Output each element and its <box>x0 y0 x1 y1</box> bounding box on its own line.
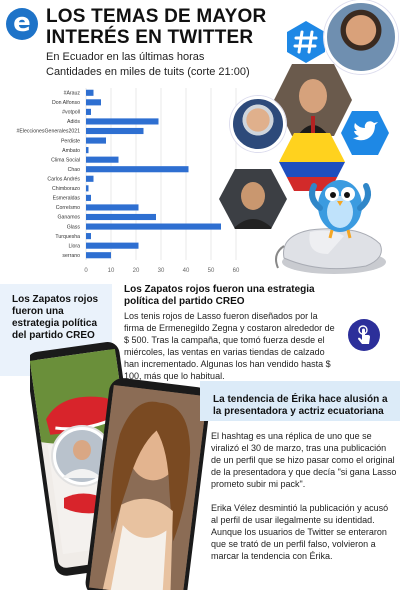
category-label: Esmeraldas <box>53 196 81 202</box>
subtitle-line-1: En Ecuador en las últimas horas <box>46 51 205 63</box>
bar <box>86 108 91 115</box>
page-title: LOS TEMAS DE MAYOR INTERÉS EN TWITTER <box>46 6 267 48</box>
x-tick-label: 30 <box>158 268 165 274</box>
x-tick-label: 60 <box>233 268 240 274</box>
bar <box>86 185 89 192</box>
category-label: Chimborazo <box>52 186 80 192</box>
category-label: Turquesha <box>55 234 80 240</box>
bar <box>86 175 94 182</box>
bar <box>86 89 94 96</box>
x-tick-label: 40 <box>183 268 190 274</box>
category-label: #votpoll <box>62 110 80 116</box>
bar <box>86 194 91 201</box>
category-label: serrano <box>62 253 80 259</box>
hand-tap-icon <box>358 325 370 344</box>
story2-paragraph-1: El hashtag es una réplica de uno que se … <box>211 431 397 489</box>
x-tick-label: 50 <box>208 268 215 274</box>
tap-interaction-button[interactable] <box>348 319 380 351</box>
page-subtitle: En Ecuador en las últimas horas Cantidad… <box>46 50 296 80</box>
category-label: Chao <box>68 167 81 173</box>
bar <box>86 213 156 221</box>
category-label: Ambato <box>62 148 80 154</box>
category-label: Carlos Andrés <box>47 176 80 182</box>
bar <box>86 252 111 259</box>
category-label: Clima Social <box>51 157 80 163</box>
politician-photo-hexagon <box>219 169 287 229</box>
trending-topics-bar-chart: 0 10 20 30 40 50 60 #Arauz Don Alfonso #votpoll Ad… <box>17 88 240 274</box>
bar <box>86 99 101 106</box>
story2-paragraph-2: Erika Vélez desmintió la publicación y a… <box>211 503 389 561</box>
candidate-photo-lasso <box>230 96 286 152</box>
story2-title-band <box>200 381 400 421</box>
subtitle-line-2: Cantidades en miles de tuits (corte 21:0… <box>46 66 250 78</box>
category-label: #Arauz <box>64 90 81 96</box>
x-tick-label: 0 <box>84 268 88 274</box>
brand-logo: e <box>6 8 38 40</box>
hashtag-icon <box>287 21 325 63</box>
bar <box>86 223 221 230</box>
bar <box>86 204 139 211</box>
x-tick-label: 10 <box>108 268 115 274</box>
category-label: Llora <box>68 243 80 249</box>
anchor-photo-hexagon <box>274 64 352 136</box>
story1-body: Los tenis rojos de Lasso fueron diseñado… <box>124 311 335 381</box>
bird-on-mouse-illustration <box>275 180 386 274</box>
category-label: Glass <box>67 224 81 230</box>
bar <box>86 156 119 163</box>
category-label: #EleccionesGenerales2021 <box>17 129 81 135</box>
category-label: Don Alfonso <box>52 100 80 106</box>
bar <box>86 137 106 144</box>
bar <box>86 242 139 249</box>
category-label: Correísmo <box>56 205 80 211</box>
story2-body: El hashtag es una réplica de uno que se … <box>211 430 397 574</box>
candidate-photo-arauz <box>324 0 398 74</box>
bar <box>86 127 144 135</box>
phone-erika-velez <box>85 378 211 590</box>
category-label: Perdiste <box>61 138 80 144</box>
story1-title: Los Zapatos rojos fueron una estrategia … <box>124 284 315 307</box>
twitter-bird-icon <box>341 111 389 155</box>
x-tick-label: 20 <box>133 268 140 274</box>
category-label: Adiós <box>67 119 80 125</box>
story2-title: La tendencia de Érika hace alusión a la … <box>213 394 388 417</box>
bar <box>86 147 89 154</box>
bar <box>86 233 91 240</box>
category-label: Ganamos <box>58 215 81 221</box>
bar <box>86 118 159 125</box>
bar <box>86 166 189 173</box>
story1-side-title: Los Zapatos rojos fueron una estrategia … <box>12 294 99 341</box>
